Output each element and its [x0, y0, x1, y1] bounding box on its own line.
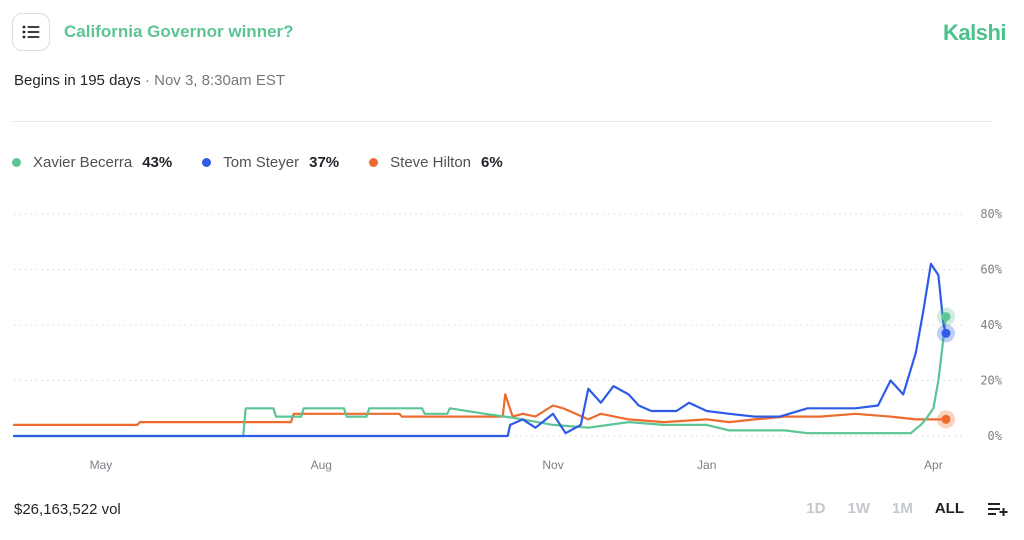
range-button-1d[interactable]: 1D: [806, 500, 826, 517]
legend-name: Steve Hilton: [390, 154, 472, 171]
endpoint-marker: [941, 414, 951, 424]
begins-text: Begins in 195 days: [14, 72, 141, 89]
series-line-xavier-becerra: [12, 315, 948, 438]
market-timing: Begins in 195 days · Nov 3, 8:30am EST: [14, 72, 285, 89]
x-tick-label: Apr: [924, 458, 943, 472]
legend-dot-icon: [12, 158, 21, 167]
divider: [12, 121, 992, 122]
list-menu-icon: [22, 25, 40, 39]
legend-pct: 43%: [142, 154, 173, 171]
y-tick-label: 40%: [980, 318, 1002, 332]
y-tick-label: 80%: [980, 207, 1002, 221]
playlist-add-icon[interactable]: [988, 502, 1008, 516]
legend-name: Xavier Becerra: [33, 154, 133, 171]
y-tick-label: 60%: [980, 263, 1002, 277]
x-tick-label: Nov: [542, 458, 563, 472]
range-button-1m[interactable]: 1M: [891, 500, 913, 517]
legend-item-steyer[interactable]: Tom Steyer 37%: [202, 154, 339, 171]
legend-pct: 37%: [309, 154, 340, 171]
series-line-tom-steyer: [12, 262, 948, 438]
endpoint-marker: [941, 328, 951, 338]
x-tick-label: Aug: [311, 458, 332, 472]
legend-dot-icon: [369, 158, 379, 167]
event-date: Nov 3, 8:30am EST: [154, 72, 286, 89]
time-range-selector: 1D 1W 1M ALL: [784, 500, 1008, 517]
market-title: California Governor winner?: [64, 22, 294, 41]
legend-item-hilton[interactable]: Steve Hilton 6%: [369, 154, 503, 171]
range-button-1w[interactable]: 1W: [847, 500, 870, 517]
x-tick-label: Jan: [697, 458, 716, 472]
volume-label: $26,163,522 vol: [14, 501, 121, 518]
y-tick-label: 20%: [980, 374, 1002, 388]
x-tick-label: May: [90, 458, 113, 472]
legend-name: Tom Steyer: [223, 154, 300, 171]
menu-button[interactable]: [12, 13, 50, 51]
chart-legend: Xavier Becerra 43% Tom Steyer 37% Steve …: [12, 154, 503, 171]
legend-pct: 6%: [481, 154, 503, 171]
endpoint-marker: [941, 312, 951, 322]
y-tick-label: 0%: [988, 429, 1003, 443]
separator: ·: [144, 72, 150, 89]
legend-item-becerra[interactable]: Xavier Becerra 43%: [12, 154, 172, 171]
range-button-all[interactable]: ALL: [934, 500, 964, 517]
legend-dot-icon: [202, 158, 212, 167]
kalshi-logo[interactable]: Kalshi: [942, 20, 1007, 45]
price-history-chart[interactable]: 0% 20% 40% 60% 80% May Aug Nov Jan Apr: [0, 190, 1024, 480]
